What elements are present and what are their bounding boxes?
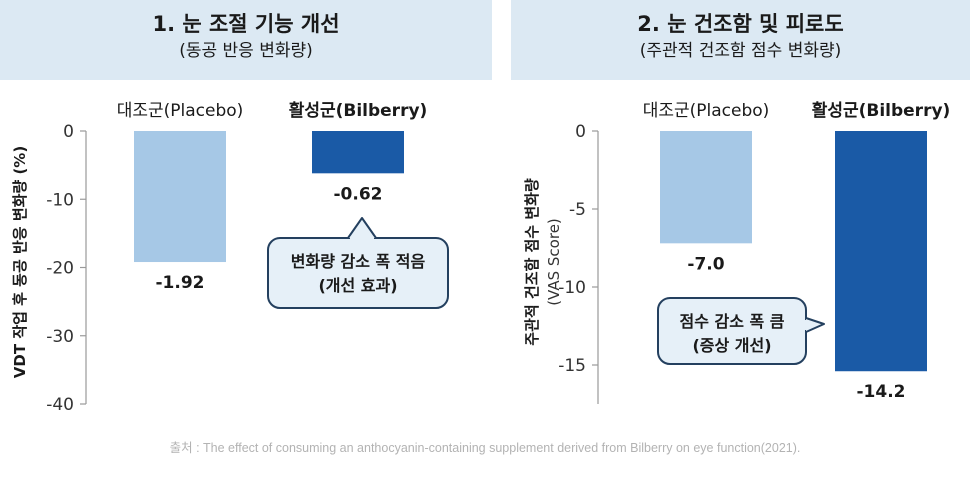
panel-1-subtitle: (동공 반응 변화량) [179, 41, 313, 61]
chart-1-y-tick-label: 0 [63, 122, 74, 142]
chart-1-category-label-1: 대조군(Placebo) [117, 101, 244, 121]
panel-2-title: 2. 눈 건조함 및 피로도 [637, 12, 844, 36]
source-citation: 출처 : The effect of consuming an anthocya… [169, 441, 801, 455]
chart-2-y-tick-label: 0 [575, 122, 586, 142]
chart-1-bar-1 [134, 131, 226, 263]
panel-2-header: 2. 눈 건조함 및 피로도 (주관적 건조함 점수 변화량) [511, 0, 970, 80]
chart-1-callout-line-2: (개선 효과) [318, 276, 397, 295]
chart-1-y-axis-label: VDT 작업 후 동공 반응 변화량 (%) [11, 146, 29, 378]
chart-1-category-label-2: 활성군(Bilberry) [289, 100, 428, 121]
chart-2-data-label-1: -7.0 [687, 254, 724, 274]
chart-1-callout-line-1: 변화량 감소 폭 적음 [291, 252, 426, 271]
chart-2-callout-pointer [805, 317, 825, 333]
chart-1-y-tick-label: -20 [46, 259, 74, 279]
chart-2-y-tick-label: -15 [558, 356, 586, 376]
chart-2-y-axis-label: 주관적 건조함 점수 변화량 [523, 178, 541, 346]
chart-1-callout-pointer [347, 217, 377, 239]
chart-1-data-label-1: -1.92 [156, 273, 205, 293]
chart-1-callout-box [267, 237, 449, 309]
chart-2-y-tick-label: -10 [558, 278, 586, 298]
chart-1-bar-2 [312, 131, 404, 174]
chart-2-category-label-1: 대조군(Placebo) [643, 101, 770, 121]
chart-2-bar-2 [835, 131, 927, 372]
chart-2-callout-line-1: 점수 감소 폭 큼 [679, 312, 784, 331]
chart-2-y-tick-label: -5 [569, 200, 586, 220]
chart-2-data-label-2: -14.2 [857, 382, 906, 402]
chart-1-y-tick-label: -30 [46, 327, 74, 347]
chart-2-category-label-2: 활성군(Bilberry) [812, 100, 951, 121]
panel-2-subtitle: (주관적 건조함 점수 변화량) [639, 41, 842, 61]
panel-1-header: 1. 눈 조절 기능 개선 (동공 반응 변화량) [0, 0, 492, 80]
chart-1-data-label-2: -0.62 [334, 184, 383, 204]
chart-2-callout-line-2: (증상 개선) [692, 336, 771, 355]
chart-2-y-axis-sublabel: (VAS Score) [545, 218, 563, 306]
panel-1-title: 1. 눈 조절 기능 개선 [152, 12, 340, 36]
chart-1-y-tick-label: -10 [46, 190, 74, 210]
chart-1-y-tick-label: -40 [46, 395, 74, 415]
chart-2-bar-1 [660, 131, 752, 244]
